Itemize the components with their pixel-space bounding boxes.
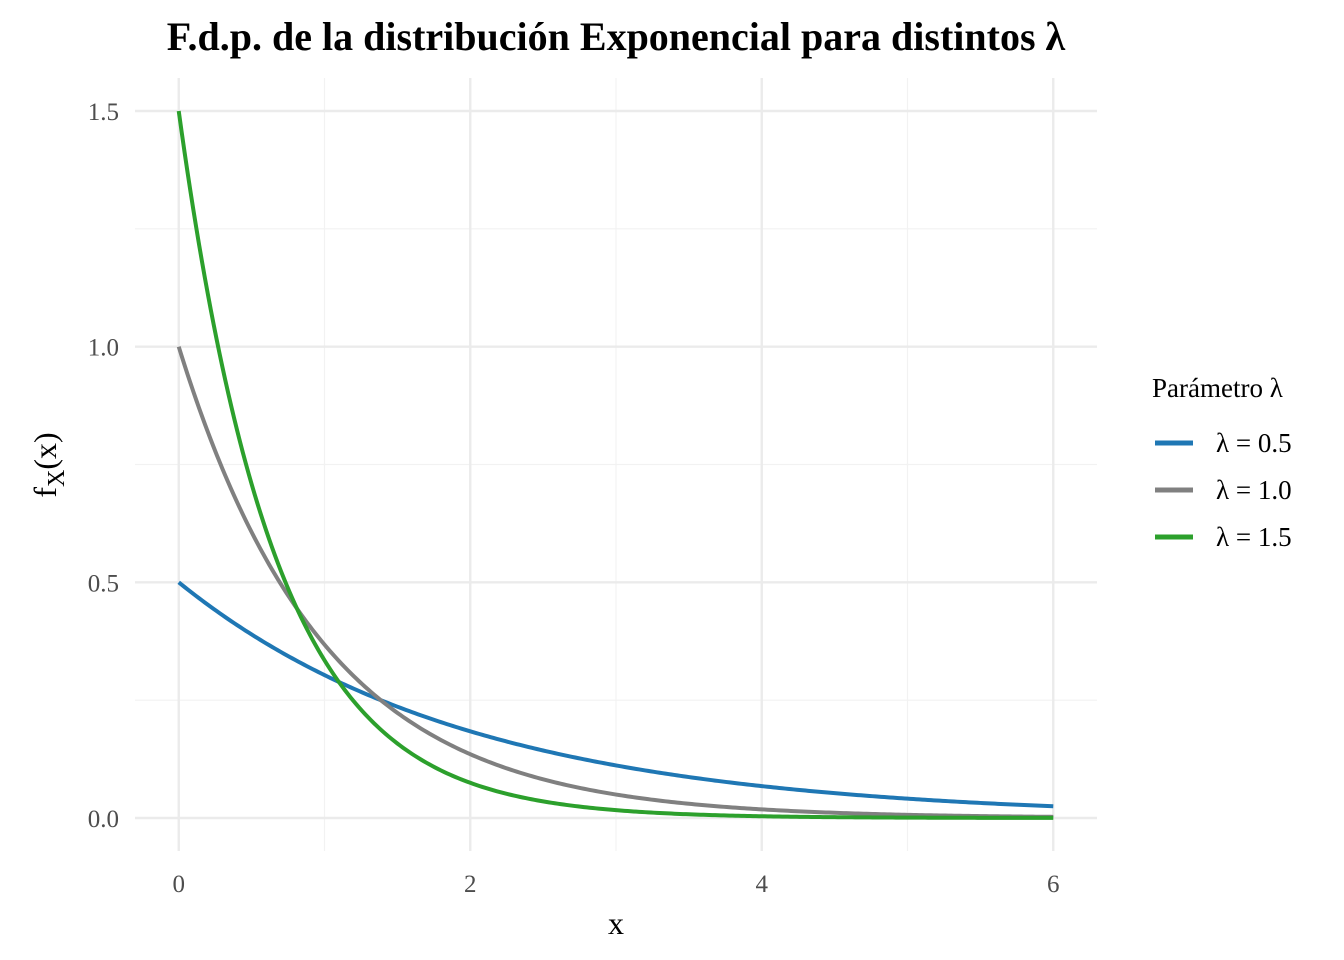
series-lines <box>176 110 1054 820</box>
x-axis-label: x <box>608 905 624 941</box>
y-axis-label-subscript: X <box>44 470 70 487</box>
legend-title: Parámetro λ <box>1152 373 1283 403</box>
chart-title: F.d.p. de la distribución Exponencial pa… <box>167 14 1066 59</box>
series-line <box>176 346 1054 819</box>
x-tick-label: 4 <box>756 871 769 898</box>
y-tick-label: 0.5 <box>88 570 119 597</box>
y-axis-label-rest: (x) <box>27 432 63 469</box>
y-tick-label: 0.0 <box>88 806 119 833</box>
y-axis-ticks: 0.0 0.5 1.0 1.5 <box>88 99 119 833</box>
x-tick-label: 0 <box>172 871 185 898</box>
x-tick-label: 6 <box>1047 871 1060 898</box>
y-axis-label: fX(x) <box>27 432 70 497</box>
x-tick-label: 2 <box>464 871 477 898</box>
series-line <box>177 580 1054 809</box>
legend-label: λ = 1.5 <box>1216 522 1292 552</box>
legend: Parámetro λ λ = 0.5 λ = 1.0 λ = 1.5 <box>1152 373 1292 552</box>
legend-label: λ = 0.5 <box>1216 428 1292 458</box>
y-tick-label: 1.0 <box>88 335 119 362</box>
grid <box>135 78 1097 851</box>
y-tick-label: 1.5 <box>88 99 119 126</box>
series-line <box>176 110 1054 820</box>
y-axis-label-base: f <box>27 487 63 498</box>
x-axis-ticks: 0 2 4 6 <box>172 871 1059 898</box>
legend-label: λ = 1.0 <box>1216 475 1292 505</box>
